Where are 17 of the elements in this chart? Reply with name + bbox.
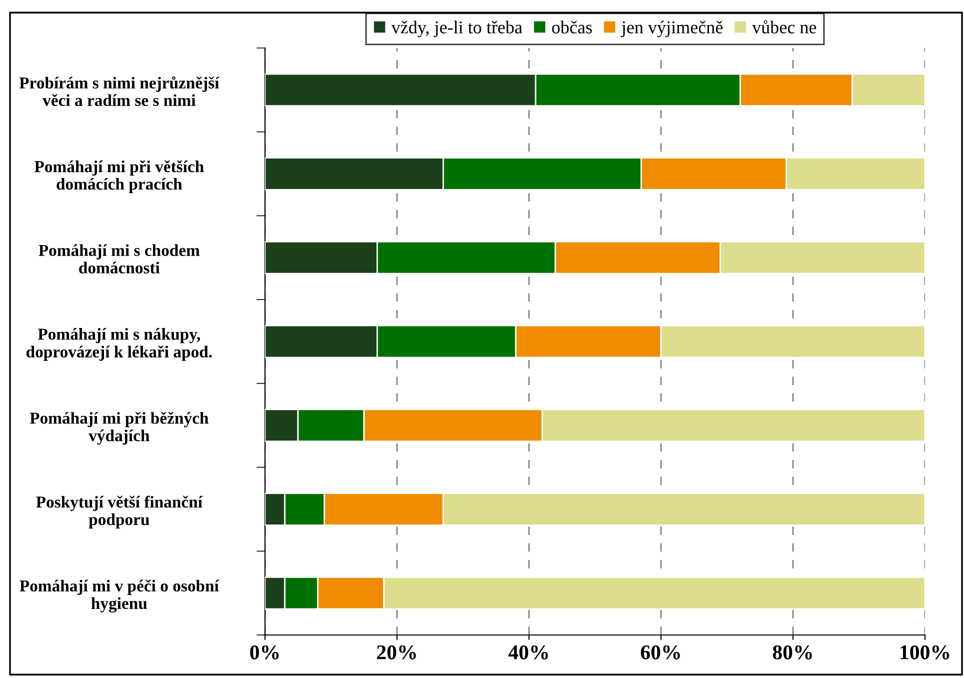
legend-label: vždy, je-li to třeba [391,20,522,38]
legend-label: občas [552,20,592,34]
y-tick-label: Pomáhají mi při běžných výdajích [30,412,208,445]
legend-label: vůbec ne [752,20,816,34]
y-tick-label: Pomáhají mi při větších domácích pracích [34,160,204,194]
x-tick-label: 20% [377,645,416,660]
legend-label: jen výjimečně [620,20,723,38]
y-tick-label: Poskytují větší finanční podporu [36,496,203,529]
x-tick-label: 60% [640,645,680,660]
y-tick-label: Pomáhají mi s nákupy, doprovázejí k lékaři apod. [26,328,212,361]
x-tick-label: 80% [772,645,812,660]
x-tick-label: 0% [250,645,279,660]
x-tick-label: 100% [900,645,950,660]
x-tick-label: 40% [508,645,548,660]
y-tick-label: Pomáhají mi v péči o osobní hygienu [20,580,220,612]
y-tick-label: Probírám s nimi nejrůznější věci a radím se s nimi [19,76,220,106]
y-tick-label: Pomáhají mi s chodem domácnosti [38,244,200,274]
